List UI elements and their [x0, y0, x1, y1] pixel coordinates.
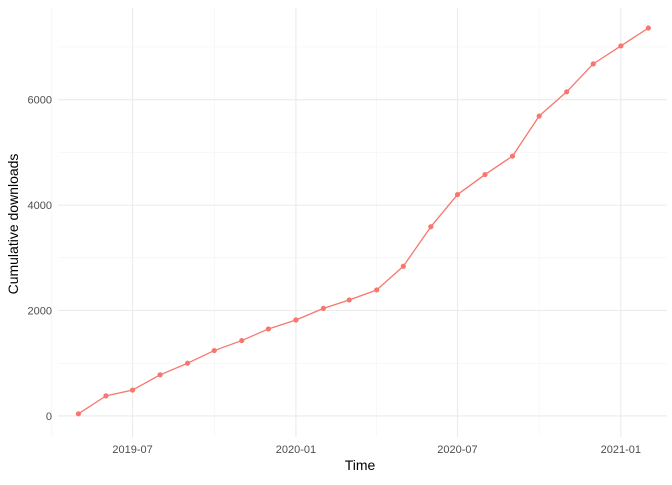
series-points-group [75, 25, 651, 417]
minor-gridlines [51, 8, 667, 437]
y-tick-label: 6000 [28, 95, 52, 107]
data-point [103, 393, 109, 399]
data-point [536, 113, 542, 119]
data-point [346, 297, 352, 303]
data-point [320, 305, 327, 312]
y-tick-label: 0 [46, 411, 52, 423]
data-point [509, 153, 516, 159]
data-point [239, 337, 245, 344]
y-tick-label: 2000 [28, 306, 52, 318]
data-point [618, 43, 624, 49]
data-point [590, 61, 596, 67]
data-point [265, 326, 271, 332]
data-point [428, 224, 434, 230]
data-point [564, 89, 570, 95]
data-point [454, 191, 461, 198]
x-tick-label: 2020-01 [276, 444, 316, 456]
x-tick-label: 2020-07 [437, 444, 477, 456]
data-point [129, 387, 136, 393]
data-point [157, 372, 163, 378]
data-point [374, 287, 380, 293]
y-axis-tick-labels: 0 2000 4000 6000 [28, 95, 52, 423]
data-point [400, 263, 406, 269]
major-gridlines [58, 8, 667, 437]
x-tick-label: 2019-07 [112, 444, 152, 456]
data-point [75, 411, 82, 417]
data-point [482, 171, 488, 178]
y-tick-label: 4000 [28, 200, 52, 212]
data-point [293, 317, 299, 323]
x-axis-title: Time [345, 457, 376, 473]
series-line [78, 27, 649, 415]
series-line-group [78, 27, 649, 415]
data-point [185, 360, 191, 366]
x-axis-tick-labels: 2019-07 2020-01 2020-07 2021-01 [112, 444, 641, 456]
y-axis-title: Cumulative downloads [5, 154, 21, 295]
data-point [645, 25, 651, 31]
x-tick-label: 2021-01 [601, 444, 641, 456]
data-point [211, 347, 217, 354]
